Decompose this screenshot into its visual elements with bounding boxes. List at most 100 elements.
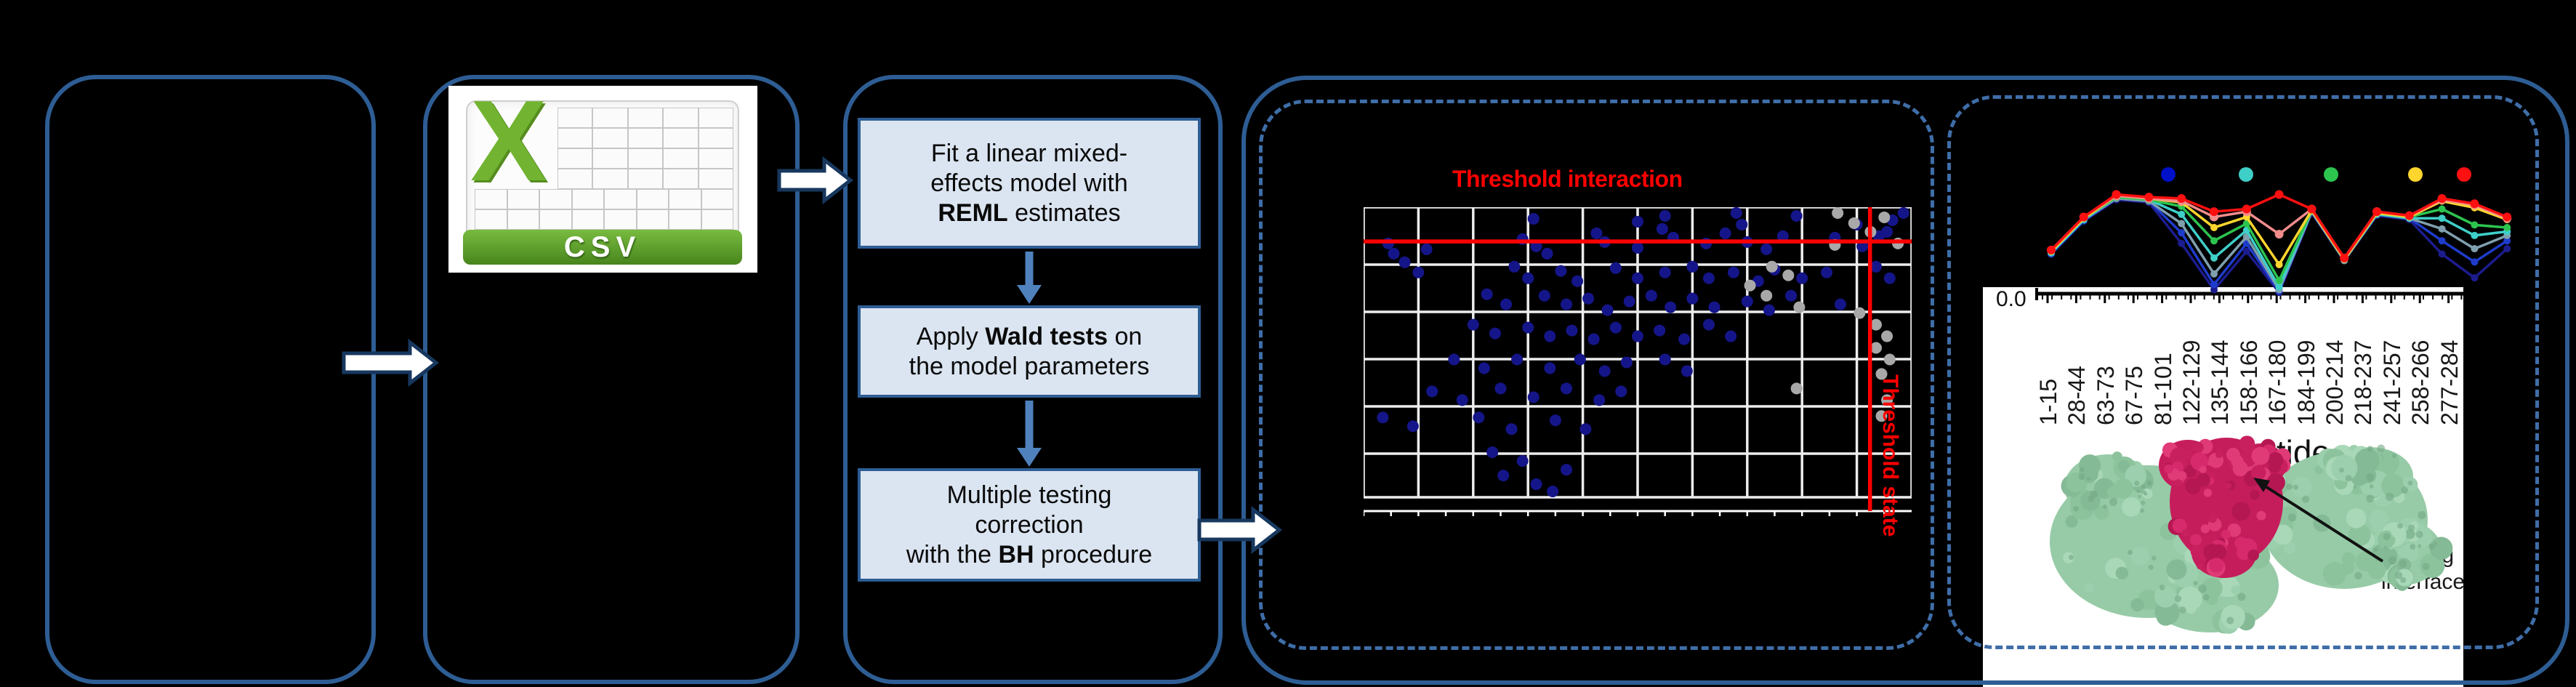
flow-step-reml: Fit a linear mixed-effects model with REM… (858, 118, 1201, 249)
csv-grid-bottom (475, 189, 733, 230)
line-point (2210, 224, 2218, 231)
scatter-point (1659, 209, 1671, 222)
scatter-point (1522, 272, 1534, 284)
scatter-point (1760, 243, 1773, 255)
scatter-point (1494, 382, 1507, 395)
scatter-point (1881, 394, 1893, 406)
line-point (2178, 229, 2186, 237)
legend-dot-icon (2324, 167, 2338, 182)
line-point (2503, 245, 2511, 253)
scatter-point (1508, 260, 1521, 273)
line-point (2242, 204, 2251, 214)
line-point (2210, 237, 2218, 245)
line-point (2503, 237, 2511, 245)
scatter-point (1853, 307, 1866, 319)
line-point (2471, 274, 2479, 282)
line-point (2047, 245, 2056, 254)
scatter-point (1377, 411, 1389, 424)
scatter-point (1467, 318, 1479, 331)
scatter-point (1665, 301, 1677, 313)
line-point (2438, 237, 2446, 245)
flow-step-line: Apply Wald tests on (916, 322, 1143, 350)
scatter-point (1426, 385, 1438, 398)
scatter-point (1782, 269, 1795, 281)
scatter-point (1538, 289, 1550, 302)
line-point (2471, 221, 2479, 229)
scatter-point (1456, 394, 1468, 406)
line-point (2177, 193, 2186, 203)
scatter-point (1489, 327, 1501, 340)
scatter-point (1659, 353, 1671, 366)
line-point (2307, 204, 2317, 214)
threshold-interaction-label: Threshold interaction (1452, 166, 1683, 192)
scatter-point (1516, 455, 1529, 467)
scatter-point (1497, 470, 1510, 482)
scatter-point (1883, 272, 1896, 284)
scatter-point (1388, 247, 1400, 260)
protein-structure-image (2050, 435, 2453, 634)
scatter-point (1659, 266, 1671, 278)
line-point (2438, 250, 2446, 258)
scatter-point (1656, 222, 1668, 235)
line-point (2079, 212, 2088, 222)
scatter-point (1522, 321, 1534, 334)
scatter-point (1555, 265, 1567, 277)
csv-banner: CSV (463, 230, 742, 265)
line-point (2437, 193, 2447, 203)
scatter-point (1587, 333, 1600, 345)
scatter-point (1703, 272, 1715, 284)
scatter-point (1549, 414, 1561, 427)
csv-label: CSV (563, 230, 642, 263)
scatter-point (1869, 342, 1882, 354)
scatter-point (1571, 275, 1584, 287)
scatter-point (1566, 324, 1578, 337)
line-point (2340, 253, 2349, 262)
scatter-point (1579, 423, 1592, 435)
line-point (2210, 254, 2218, 262)
scatter-point (1632, 215, 1643, 228)
flow-step-line: effects model with (930, 169, 1128, 197)
scatter-point (1708, 301, 1720, 313)
legend-dot-icon (2161, 167, 2175, 182)
scatter-point (1609, 321, 1622, 334)
line-point (2438, 214, 2446, 222)
scatter-point (1560, 382, 1572, 395)
scatter-point (1869, 260, 1882, 273)
flow-step-line: correction (975, 510, 1084, 539)
flow-step-line: with the BH procedure (906, 540, 1153, 569)
line-point (2112, 190, 2121, 199)
down-arrow-icon (1025, 401, 1034, 448)
binding-arrow-icon (2263, 484, 2384, 563)
scatter-point (1478, 362, 1490, 374)
csv-box (423, 75, 800, 684)
scatter-point (1601, 304, 1614, 316)
line-point (2274, 230, 2284, 239)
scatter-point (1560, 464, 1572, 476)
scatter-point (1856, 240, 1869, 252)
line-point (2404, 211, 2414, 220)
scatter-point (1883, 353, 1896, 366)
scatter-point (1527, 212, 1539, 225)
scatter-point (1623, 295, 1635, 308)
line-point (2274, 190, 2284, 199)
scatter-point (1527, 391, 1539, 403)
scatter-point (1875, 368, 1888, 380)
scatter-point (1790, 209, 1803, 222)
line-point (2471, 258, 2479, 266)
line-point (2503, 224, 2511, 231)
line-point (2178, 239, 2186, 247)
scatter-point (1406, 420, 1419, 433)
block-arrow-icon (777, 156, 854, 205)
line-point (2210, 270, 2218, 278)
scatter-point (1645, 289, 1657, 302)
line-point (2210, 207, 2218, 217)
line-point (2275, 283, 2283, 291)
excel-x-icon: X (470, 77, 547, 205)
legend-dot-icon (2239, 167, 2253, 182)
scatter-point (1632, 241, 1643, 254)
uptake-panel (1947, 95, 2539, 649)
input-data-box (45, 75, 376, 684)
line-point (2438, 225, 2446, 233)
scatter-point (1632, 330, 1643, 342)
